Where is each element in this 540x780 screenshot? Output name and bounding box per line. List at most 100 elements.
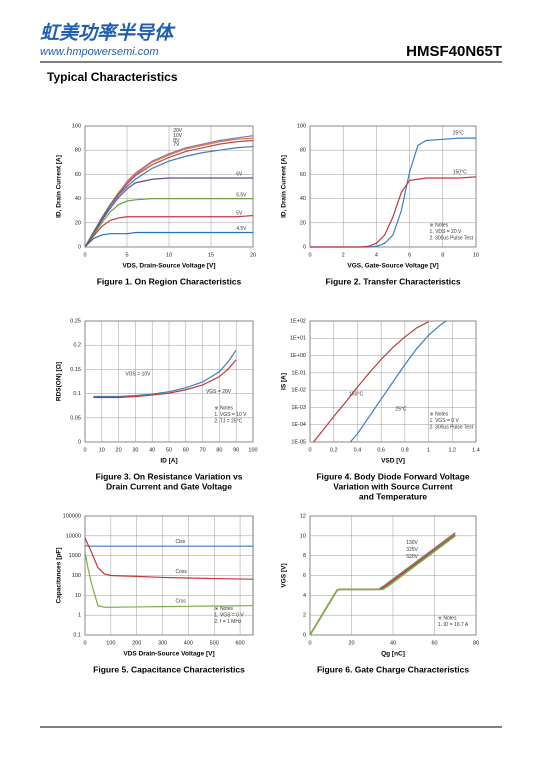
y-tick-label: 1E-02 <box>291 388 306 394</box>
y-tick-label: 1E-04 <box>291 422 306 428</box>
x-tick-label: 60 <box>183 447 189 453</box>
x-tick-label: 40 <box>149 447 155 453</box>
x-tick-label: 400 <box>184 640 193 646</box>
y-axis-label: VGS [V] <box>281 563 288 587</box>
series-line <box>349 320 447 443</box>
note: 2. 300us Pulse Test <box>430 236 474 242</box>
x-tick-label: 0.2 <box>330 447 338 453</box>
x-tick-label: 6 <box>408 252 411 258</box>
note: 1. VGS = 10 V <box>214 412 247 418</box>
y-tick-label: 40 <box>75 196 81 202</box>
x-tick-label: 0 <box>308 640 311 646</box>
figure-caption: Figure 6. Gate Charge Characteristics <box>317 664 469 674</box>
y-tick-label: 60 <box>300 172 306 178</box>
figure-caption: Variation with Source Current <box>333 481 453 491</box>
y-tick-label: 100 <box>72 123 81 129</box>
y-tick-label: 20 <box>300 220 306 226</box>
y-tick-label: 0.05 <box>70 415 81 421</box>
x-tick-label: 20 <box>250 252 256 258</box>
x-tick-label: 1 <box>427 447 430 453</box>
x-tick-label: 80 <box>216 447 222 453</box>
y-tick-label: 0 <box>303 632 306 638</box>
x-tick-label: 90 <box>233 447 239 453</box>
y-tick-label: 8 <box>303 553 306 559</box>
x-axis-label: ID [A] <box>160 458 177 465</box>
x-tick-label: 2 <box>342 252 345 258</box>
series-label: 5.5V <box>236 192 247 198</box>
x-tick-label: 40 <box>390 640 396 646</box>
x-tick-label: 200 <box>132 640 141 646</box>
y-tick-label: 1 <box>78 613 81 619</box>
figure-caption: and Temperature <box>359 491 428 501</box>
y-tick-label: 2 <box>303 613 306 619</box>
x-tick-label: 4 <box>375 252 378 258</box>
series-label: 8V <box>173 138 180 144</box>
x-tick-label: 80 <box>473 640 479 646</box>
figure-caption: Figure 2. Transfer Characteristics <box>325 276 460 286</box>
y-tick-label: 100 <box>72 573 81 579</box>
figure-caption: Figure 1. On Region Characteristics <box>97 276 242 286</box>
series-label: Coss <box>175 569 187 575</box>
series-line <box>310 176 477 248</box>
x-tick-label: 0 <box>83 447 86 453</box>
y-axis-label: ID, Drain Current [A] <box>56 155 63 218</box>
x-tick-label: 600 <box>235 640 244 646</box>
series-label: 25°C <box>453 131 465 137</box>
x-axis-label: VGS, Gate-Source Voltage [V] <box>347 263 438 270</box>
y-tick-label: 100000 <box>63 513 81 519</box>
x-tick-label: 0.8 <box>401 447 409 453</box>
figure-caption: Figure 4. Body Diode Forward Voltage <box>316 471 470 481</box>
x-tick-label: 0 <box>308 447 311 453</box>
series-label: 6V <box>236 172 243 178</box>
x-tick-label: 20 <box>348 640 354 646</box>
series-label: VGS = 10V <box>125 372 151 378</box>
series-line <box>84 537 254 580</box>
x-tick-label: 70 <box>200 447 206 453</box>
y-tick-label: 100 <box>297 123 306 129</box>
y-tick-label: 10000 <box>66 533 81 539</box>
figure-caption: Drain Current and Gate Voltage <box>106 481 232 491</box>
series-label: 130V <box>406 540 418 546</box>
note: 1. ID = 16.7 A <box>438 622 469 628</box>
series-label: 150°C <box>349 391 363 397</box>
x-tick-label: 1.4 <box>472 447 480 453</box>
series-label: Crss <box>175 599 186 605</box>
x-tick-label: 100 <box>106 640 115 646</box>
figure-caption: Figure 3. On Resistance Variation vs <box>96 471 243 481</box>
url: www.hmpowersemi.com <box>40 46 159 58</box>
note: ※ Notes <box>430 411 449 417</box>
x-tick-label: 10 <box>166 252 172 258</box>
y-tick-label: 1E-05 <box>291 439 306 445</box>
y-tick-label: 40 <box>300 196 306 202</box>
series-line <box>84 231 253 248</box>
logo: 虹美功率半导体 <box>40 22 176 44</box>
series-label: 10V <box>173 133 183 139</box>
series-line <box>84 145 254 248</box>
series-line <box>84 177 253 248</box>
y-tick-label: 1E-03 <box>291 405 306 411</box>
x-tick-label: 60 <box>431 640 437 646</box>
y-tick-label: 6 <box>303 573 306 579</box>
series-label: 7V <box>173 142 180 148</box>
series-line <box>84 552 254 608</box>
series-line <box>84 139 254 248</box>
y-tick-label: 4 <box>303 593 306 599</box>
series-line <box>93 349 237 398</box>
note: 1. VGS = 0 V <box>214 613 244 619</box>
y-tick-label: 0.1 <box>73 632 81 638</box>
x-tick-label: 30 <box>132 447 138 453</box>
y-tick-label: 0 <box>303 244 306 250</box>
series-line <box>313 321 429 443</box>
y-tick-label: 12 <box>300 513 306 519</box>
series-label: 520V <box>406 554 418 560</box>
x-tick-label: 0.6 <box>377 447 385 453</box>
x-tick-label: 500 <box>210 640 219 646</box>
section-title: Typical Characteristics <box>47 70 178 84</box>
x-tick-label: 0.4 <box>354 447 362 453</box>
x-tick-label: 0 <box>308 252 311 258</box>
x-tick-label: 5 <box>125 252 128 258</box>
y-tick-label: 20 <box>75 220 81 226</box>
note: 2. 300us Pulse Test <box>430 424 474 430</box>
series-line <box>93 359 237 399</box>
